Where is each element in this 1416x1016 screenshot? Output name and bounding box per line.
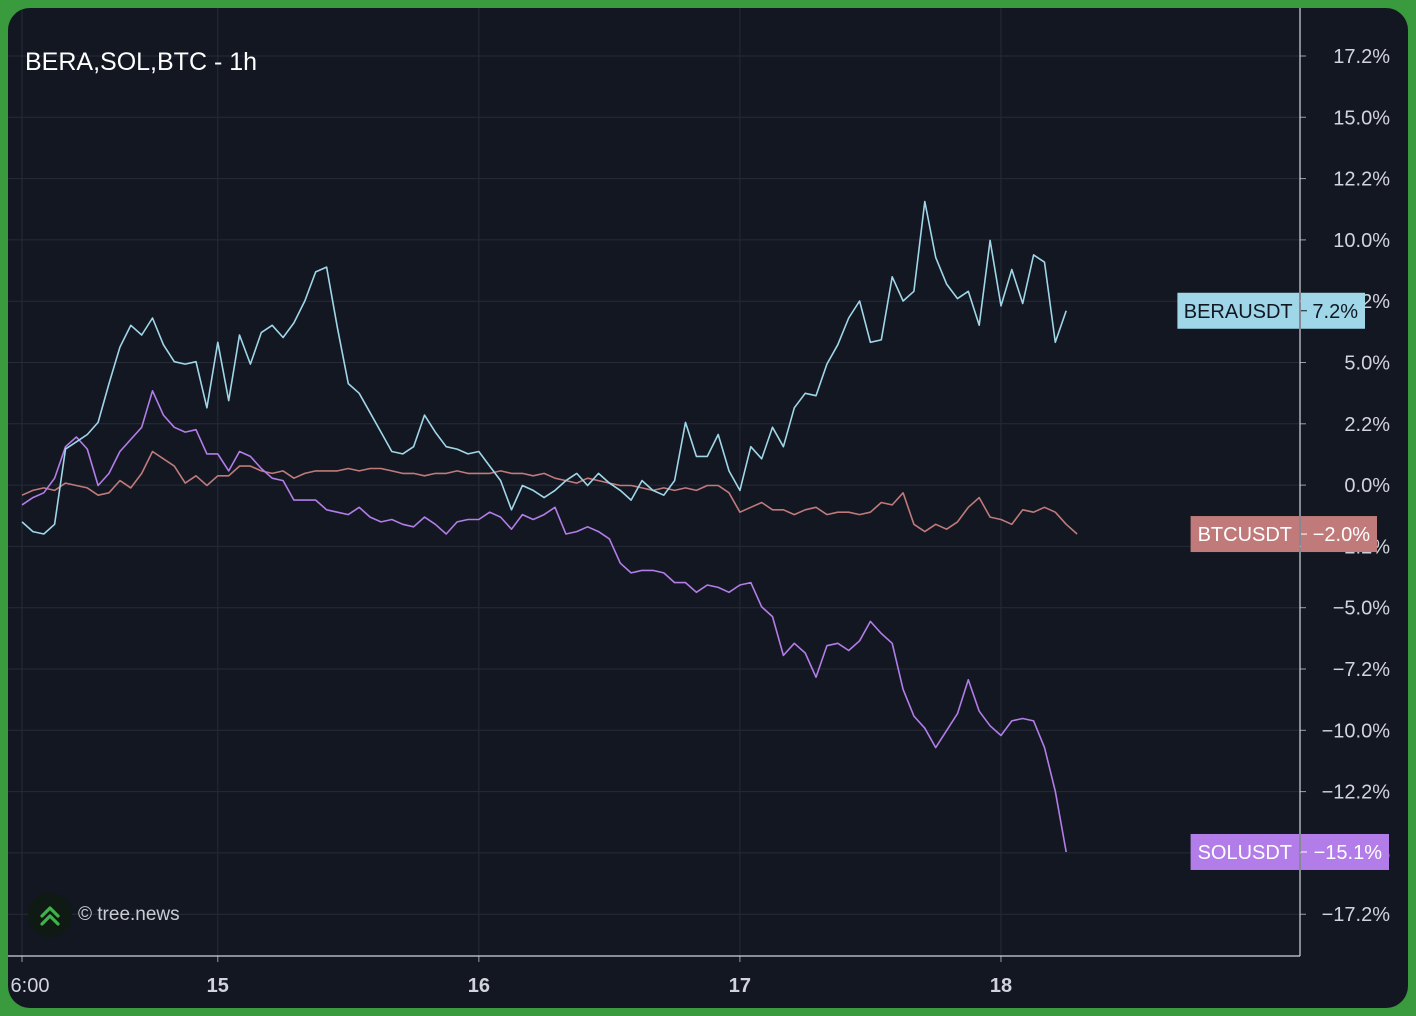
series-line-btcusdt <box>21 450 1078 535</box>
series-line-solusdt <box>21 389 1067 853</box>
y-tick-label: 15.0% <box>1333 107 1390 129</box>
series-line-berausdt <box>21 200 1067 535</box>
chart-panel: 17.2%15.0%12.2%10.0%7.2%5.0%2.2%0.0%−2.2… <box>8 8 1408 1008</box>
y-tick-label: −5.0% <box>1333 598 1390 620</box>
series-name-label: SOLUSDT <box>1198 842 1292 864</box>
x-tick-label: 15 <box>207 975 229 997</box>
y-tick-label: 17.2% <box>1333 46 1390 68</box>
series-value-label-bg <box>1301 292 1365 329</box>
y-tick-label: 2.2% <box>1344 414 1390 436</box>
y-tick-label: −10.0% <box>1322 720 1391 742</box>
x-tick-label: 6:00 <box>11 975 50 997</box>
series-name-label-bg <box>1190 516 1299 553</box>
chart-canvas: 17.2%15.0%12.2%10.0%7.2%5.0%2.2%0.0%−2.2… <box>8 8 1391 997</box>
last-value-badge-btcusdt: BTCUSDT −2.0% <box>1190 516 1377 553</box>
series-name-label-bg <box>1177 292 1299 329</box>
y-tick-label: −17.2% <box>1322 904 1391 926</box>
series-name-label: BERAUSDT <box>1184 301 1293 323</box>
y-tick-label: 12.2% <box>1333 169 1390 191</box>
chevron-up-icon <box>28 893 72 937</box>
series-value-label: 7.2% <box>1312 301 1358 323</box>
series-name-label-bg <box>1190 833 1299 870</box>
watermark: © tree.news <box>28 888 180 942</box>
series-value-label: −2.0% <box>1313 524 1370 546</box>
x-tick-label: 16 <box>468 975 490 997</box>
series-name-label: BTCUSDT <box>1198 524 1292 546</box>
y-tick-label: −12.2% <box>1322 782 1391 804</box>
series-value-label: −15.1% <box>1314 842 1383 864</box>
y-tick-label: 10.0% <box>1333 230 1390 252</box>
y-tick-label: 0.0% <box>1344 475 1390 497</box>
series-value-label-bg <box>1301 833 1389 870</box>
y-tick-label: −7.2% <box>1333 659 1390 681</box>
last-value-badge-solusdt: SOLUSDT −15.1% <box>1190 833 1389 870</box>
chart-title: BERA,SOL,BTC - 1h <box>25 48 257 76</box>
x-tick-label: 17 <box>729 975 751 997</box>
watermark-text: © tree.news <box>78 904 180 925</box>
last-value-badge-berausdt: BERAUSDT 7.2% <box>1177 292 1365 329</box>
series-value-label-bg <box>1301 516 1377 553</box>
y-tick-label: 5.0% <box>1344 353 1390 375</box>
x-tick-label: 18 <box>990 975 1012 997</box>
